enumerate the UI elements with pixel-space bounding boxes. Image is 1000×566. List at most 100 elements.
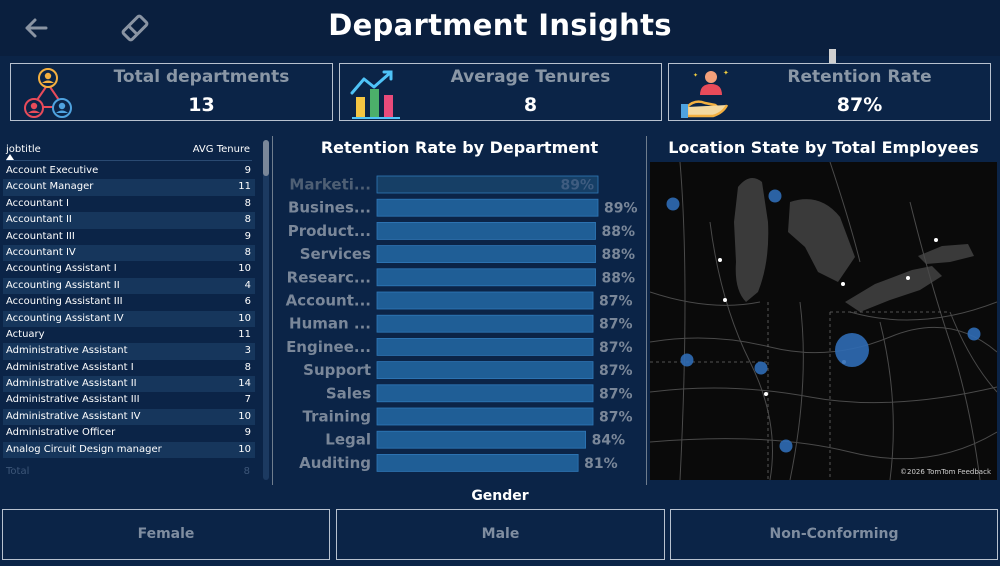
cell-jobtitle: Administrative Assistant IV <box>6 410 141 422</box>
retention-bar[interactable] <box>376 337 594 356</box>
category-label: Researc... <box>287 268 371 286</box>
location-bubble[interactable] <box>967 327 981 341</box>
category-label: Enginee... <box>286 338 371 356</box>
value-label: 89% <box>604 201 638 217</box>
retention-bar[interactable] <box>376 198 599 217</box>
table-row[interactable]: Administrative Assistant I 8 <box>3 360 255 376</box>
location-bubble[interactable] <box>779 439 793 453</box>
cell-jobtitle: Analog Circuit Design manager <box>6 443 162 455</box>
gender-slicer-title: Gender <box>471 488 529 504</box>
hand-person-icon: ✦ ✦ <box>681 69 729 118</box>
cell-avg-tenure: 10 <box>238 443 251 455</box>
category-label: Training <box>303 408 371 426</box>
lake-ontario-shape <box>918 244 974 264</box>
map-title: Location State by Total Employees <box>668 138 979 157</box>
table-row[interactable]: Administrative Assistant II 14 <box>3 376 255 393</box>
kpi-card-retention-rate: ✦ ✦ Retention Rate 87% <box>668 63 991 121</box>
value-label: 87% <box>599 317 633 333</box>
retention-bar[interactable] <box>376 291 594 310</box>
cell-jobtitle: Administrative Assistant I <box>6 361 134 373</box>
location-bubble[interactable] <box>835 333 869 367</box>
kpi-card-total-departments: Total departments 13 <box>10 63 333 121</box>
value-label: 88% <box>602 247 636 263</box>
table-row[interactable]: Accounting Assistant II 4 <box>3 277 255 295</box>
retention-bar[interactable] <box>376 222 596 240</box>
table-row[interactable]: Accounting Assistant IV 10 <box>3 310 255 327</box>
location-bubble[interactable] <box>680 353 694 367</box>
cell-jobtitle: Administrative Officer <box>6 427 116 439</box>
map-canvas[interactable]: ©2026 TomTom Feedback <box>650 162 997 480</box>
total-label: Total <box>6 466 30 477</box>
table-row[interactable]: Analog Circuit Design manager 10 <box>3 441 255 459</box>
retention-bar[interactable] <box>376 175 599 194</box>
table-row[interactable]: Accounting Assistant III 6 <box>3 294 255 310</box>
table-row[interactable]: Accounting Assistant I 10 <box>3 261 255 277</box>
retention-bar[interactable] <box>376 314 594 333</box>
retention-bar[interactable] <box>376 407 594 426</box>
table-scrollbar-thumb[interactable] <box>263 140 269 176</box>
table-row[interactable]: Accountant IV 8 <box>3 244 255 262</box>
svg-text:✦: ✦ <box>723 69 729 77</box>
table-row[interactable]: Actuary 11 <box>3 327 255 343</box>
retention-bar[interactable] <box>376 268 596 287</box>
table-row[interactable]: Administrative Assistant IV 10 <box>3 408 255 426</box>
lake-michigan-shape <box>734 178 769 302</box>
location-bubble[interactable] <box>768 189 782 203</box>
retention-bar[interactable] <box>376 245 596 263</box>
location-bubble[interactable] <box>754 361 768 375</box>
category-label: Product... <box>288 222 371 240</box>
table-row[interactable]: Administrative Assistant III 7 <box>3 392 255 408</box>
category-label: Legal <box>325 431 371 449</box>
category-label: Marketi... <box>289 176 371 194</box>
cell-avg-tenure: 8 <box>244 246 251 258</box>
table-row[interactable]: Account Executive 9 <box>3 163 255 179</box>
cell-jobtitle: Accountant IV <box>6 246 76 258</box>
bar-chart-growth-icon <box>350 70 400 119</box>
scroll-marker <box>829 49 836 63</box>
column-header-avg-tenure[interactable]: AVG Tenure <box>192 144 250 155</box>
lake-huron-shape <box>788 199 855 282</box>
table-row[interactable]: Accountant I 8 <box>3 196 255 212</box>
table-row[interactable]: Administrative Assistant 3 <box>3 343 255 360</box>
chart-title: Retention Rate by Department <box>320 138 599 157</box>
kpi-label: Total departments <box>113 67 290 87</box>
kpi-value: 8 <box>523 94 538 116</box>
cell-jobtitle: Accountant I <box>6 197 69 209</box>
back-arrow-icon[interactable] <box>20 12 52 44</box>
cell-avg-tenure: 4 <box>244 279 251 291</box>
gender-option-male[interactable]: Male <box>336 509 665 560</box>
category-label: Sales <box>326 384 371 402</box>
cell-jobtitle: Accounting Assistant I <box>6 263 117 275</box>
gender-option-female[interactable]: Female <box>2 509 330 560</box>
kpi-value: 87% <box>836 94 883 116</box>
table-total-row: Total 8 <box>6 466 252 477</box>
gender-option-non-conforming[interactable]: Non-Conforming <box>670 509 998 560</box>
retention-bar[interactable] <box>376 361 594 380</box>
category-label: Human ... <box>289 315 371 333</box>
eraser-icon[interactable] <box>118 11 152 45</box>
map-credit: ©2026 TomTom Feedback <box>900 468 991 476</box>
table-row[interactable]: Accountant III 9 <box>3 229 255 245</box>
header-bar: Department Insights <box>0 0 1000 56</box>
location-bubble[interactable] <box>666 197 680 211</box>
table-row[interactable]: Administrative Officer 9 <box>3 425 255 441</box>
retention-bar[interactable] <box>376 430 586 449</box>
cell-jobtitle: Accountant II <box>6 214 72 226</box>
table-row[interactable]: Account Manager 11 <box>3 179 255 196</box>
value-label: 84% <box>592 433 626 449</box>
value-label: 87% <box>599 363 633 379</box>
retention-bar[interactable] <box>376 384 594 403</box>
table-row[interactable]: Accountant II 8 <box>3 212 255 229</box>
cell-avg-tenure: 9 <box>244 165 251 176</box>
cell-jobtitle: Accountant III <box>6 230 75 242</box>
table-scrollbar[interactable] <box>263 140 269 480</box>
retention-bar[interactable] <box>376 453 579 472</box>
cell-jobtitle: Accounting Assistant III <box>6 296 123 308</box>
value-label: 89% <box>560 178 594 194</box>
column-header-jobtitle[interactable]: jobtitle <box>6 144 41 155</box>
cell-avg-tenure: 10 <box>238 410 251 422</box>
cell-jobtitle: Accounting Assistant II <box>6 279 120 291</box>
cell-avg-tenure: 9 <box>244 427 251 439</box>
svg-text:✦: ✦ <box>693 72 698 79</box>
cell-jobtitle: Account Executive <box>6 165 99 176</box>
